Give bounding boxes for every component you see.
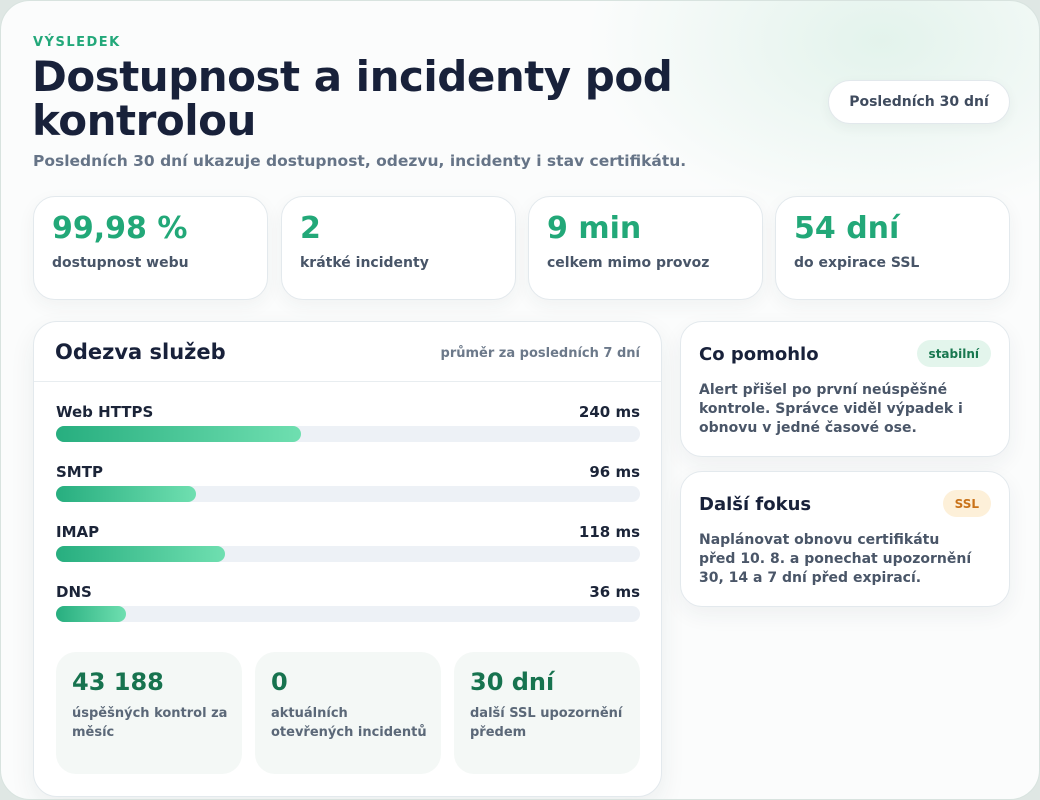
card-text: Alert přišel po první neúspěšné kontrole… (699, 382, 963, 436)
stat-value: 99,98 % (52, 211, 188, 246)
latency-bar-fill (56, 546, 226, 562)
stat-card-uptime: 99,98 % dostupnost webu (33, 196, 268, 300)
summary-value: 43 188 (72, 668, 164, 696)
service-latency: 96 ms (589, 463, 640, 481)
panel-header: Odezva služeb průměr za posledních 7 dní (34, 322, 661, 382)
summary-value: 0 (271, 668, 288, 696)
stat-value: 2 (300, 211, 321, 246)
stat-card-ssl-expiry: 54 dní do expirace SSL (775, 196, 1010, 300)
summary-tile-ssl-warning: 30 dní další SSL upozornění předem (454, 652, 640, 774)
service-name: Web HTTPS (56, 403, 154, 421)
latency-bar-track (56, 426, 640, 442)
stat-card-downtime: 9 min celkem mimo provoz (528, 196, 763, 300)
summary-tile-open-incidents: 0 aktuálních otevřených incidentů (255, 652, 441, 774)
stat-value: 54 dní (794, 211, 900, 246)
response-panel: Odezva služeb průměr za posledních 7 dní… (33, 321, 662, 797)
latency-bar-track (56, 486, 640, 502)
latency-bar-track (56, 606, 640, 622)
latency-bar-fill (56, 426, 302, 442)
eyebrow-label: VÝSLEDEK (33, 35, 121, 50)
service-row-smtp: SMTP 96 ms (56, 463, 640, 513)
stat-label: do expirace SSL (794, 255, 920, 271)
service-name: SMTP (56, 463, 103, 481)
service-row-imap: IMAP 118 ms (56, 523, 640, 573)
stat-label: krátké incidenty (300, 255, 429, 271)
status-badge-stable: stabilní (916, 340, 991, 367)
stat-label: celkem mimo provoz (547, 255, 710, 271)
summary-value: 30 dní (470, 668, 555, 696)
service-name: DNS (56, 583, 92, 601)
service-latency: 118 ms (578, 523, 640, 541)
status-badge-ssl: SSL (942, 490, 991, 517)
summary-label: úspěšných kontrol za měsíc (72, 706, 228, 740)
latency-bar-track (56, 546, 640, 562)
page-title: Dostupnost a incidenty pod kontrolou (32, 52, 673, 145)
service-latency: 36 ms (589, 583, 640, 601)
stat-value: 9 min (547, 211, 642, 246)
service-latency: 240 ms (578, 403, 640, 421)
card-text: Naplánovat obnovu certifikátu před 10. 8… (699, 532, 972, 586)
card-what-helped: Co pomohlo stabilní Alert přišel po prvn… (680, 321, 1010, 457)
service-row-web-https: Web HTTPS 240 ms (56, 403, 640, 453)
card-title: Co pomohlo (699, 344, 819, 365)
panel-title: Odezva služeb (55, 340, 226, 364)
service-row-dns: DNS 36 ms (56, 583, 640, 633)
summary-label: aktuálních otevřených incidentů (271, 706, 427, 740)
latency-bar-fill (56, 486, 197, 502)
service-name: IMAP (56, 523, 100, 541)
card-next-focus: Další fokus SSL Naplánovat obnovu certif… (680, 471, 1010, 607)
stat-label: dostupnost webu (52, 255, 189, 271)
date-range-button[interactable]: Posledních 30 dní (828, 80, 1010, 124)
stat-card-incidents: 2 krátké incidenty (281, 196, 516, 300)
card-title: Další fokus (699, 494, 812, 515)
summary-tile-checks: 43 188 úspěšných kontrol za měsíc (56, 652, 242, 774)
page-subtitle: Posledních 30 dní ukazuje dostupnost, od… (33, 152, 687, 170)
latency-bar-fill (56, 606, 127, 622)
panel-note: průměr za posledních 7 dní (440, 346, 640, 361)
summary-label: další SSL upozornění předem (470, 706, 623, 740)
